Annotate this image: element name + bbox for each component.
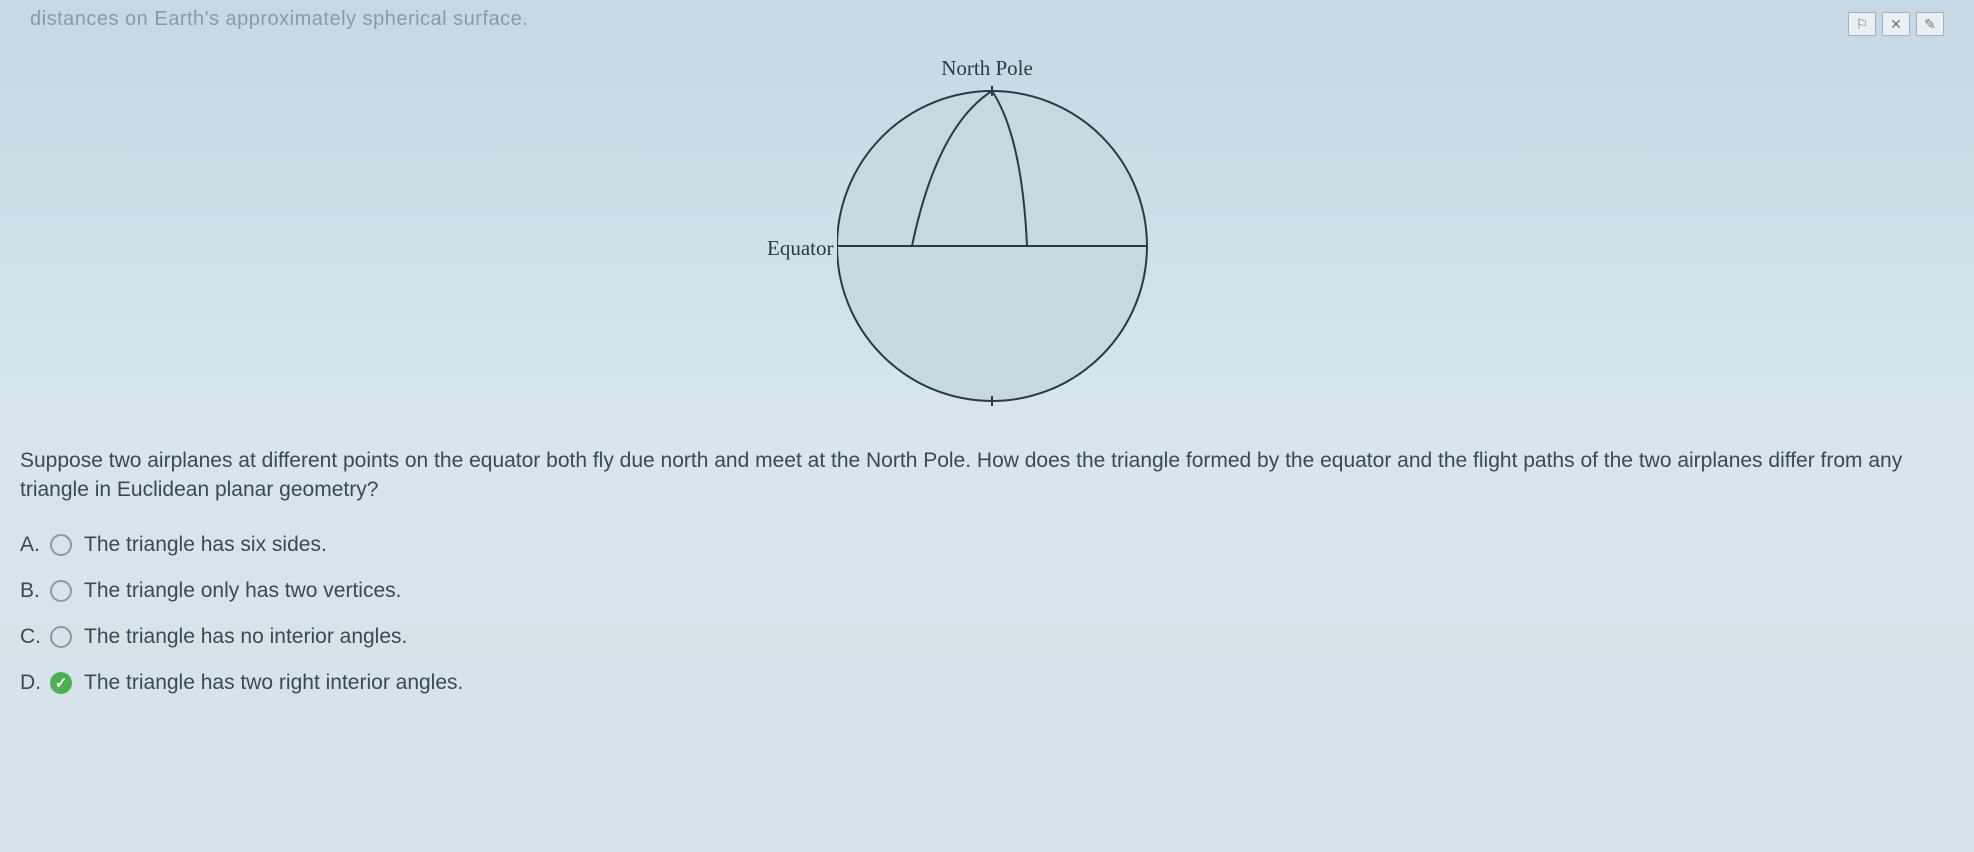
option-d[interactable]: D. ✓ The triangle has two right interior… [20,671,1944,695]
radio-unchecked-icon[interactable] [50,580,72,602]
radio-checked-icon[interactable]: ✓ [50,672,72,694]
option-text: The triangle has no interior angles. [84,625,407,649]
north-pole-label: North Pole [941,56,1033,81]
option-letter: B. [20,579,42,603]
sphere-svg [837,86,1157,416]
option-a[interactable]: A. The triangle has six sides. [20,533,1944,557]
option-letter: A. [20,533,42,557]
option-text: The triangle has six sides. [84,533,327,557]
diagram-container: North Pole Equator [30,56,1944,416]
question-text: Suppose two airplanes at different point… [20,446,1944,505]
toolbar-icons: ⚐ ✕ ✎ [1848,12,1944,36]
option-text: The triangle has two right interior angl… [84,671,463,695]
radio-unchecked-icon[interactable] [50,534,72,556]
option-text: The triangle only has two vertices. [84,579,401,603]
option-c[interactable]: C. The triangle has no interior angles. [20,625,1944,649]
sphere-diagram: North Pole Equator [787,56,1187,416]
flag-icon[interactable]: ⚐ [1848,12,1876,36]
option-b[interactable]: B. The triangle only has two vertices. [20,579,1944,603]
partial-header-text: distances on Earth's approximately spher… [30,8,528,31]
top-row: distances on Earth's approximately spher… [30,12,1944,36]
option-letter: C. [20,625,42,649]
edit-icon[interactable]: ✎ [1916,12,1944,36]
options-list: A. The triangle has six sides. B. The tr… [20,533,1944,695]
cross-icon[interactable]: ✕ [1882,12,1910,36]
radio-unchecked-icon[interactable] [50,626,72,648]
option-letter: D. [20,671,42,695]
equator-label: Equator [767,236,833,261]
